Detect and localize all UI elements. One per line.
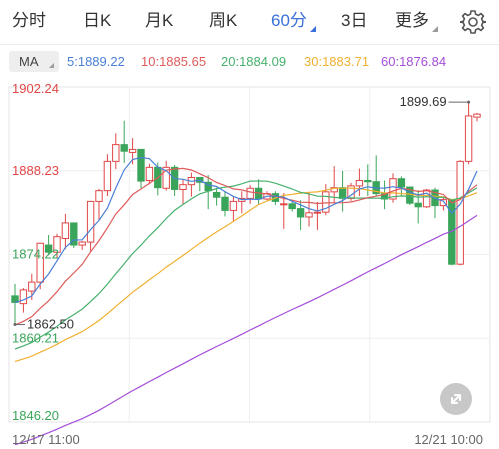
tab-label: 更多	[395, 11, 429, 30]
candle-body	[78, 241, 86, 246]
y-axis-label: 1888.23	[12, 163, 59, 178]
candle-body	[145, 166, 154, 181]
gear-icon[interactable]	[460, 9, 486, 35]
y-axis-label: 1860.21	[12, 330, 59, 345]
candle-body	[397, 178, 406, 188]
candle-body	[280, 203, 288, 206]
candle-body	[61, 222, 70, 239]
ma-indicator-row: MA 5:1889.22 10:1885.65 20:1884.09 30:18…	[0, 50, 499, 74]
candle-body	[389, 178, 397, 200]
tab-label: 周K	[209, 11, 238, 30]
candle-body	[128, 148, 137, 153]
expand-icon	[451, 394, 461, 404]
candle-body	[439, 199, 448, 207]
ma10-value: 10:1885.65	[141, 54, 207, 69]
ma60-value: 60:1876.84	[381, 54, 447, 69]
candle-body	[414, 202, 422, 208]
candle-body	[355, 179, 364, 187]
candle-body	[305, 212, 313, 218]
candle-body	[221, 196, 229, 211]
ma5-value: 5:1889.22	[67, 54, 125, 69]
price-annotation-label: 1899.69	[400, 94, 447, 109]
y-axis-label: 1902.24	[12, 81, 59, 96]
tab-intraday[interactable]: 分时	[12, 9, 46, 33]
tab-label: 60分	[271, 11, 307, 30]
tab-weekly-k[interactable]: 周K	[209, 9, 237, 33]
candle-body	[364, 179, 372, 183]
candle-body	[380, 193, 389, 200]
ma10-line	[14, 167, 478, 326]
candle-body	[19, 289, 28, 305]
candle-body	[246, 187, 254, 199]
tab-label: 分时	[12, 11, 46, 30]
dropdown-triangle-icon	[49, 63, 54, 68]
candlestick-chart[interactable]: 1902.24 1888.23 1874.22 1860.21 1846.20 1899.…	[0, 78, 499, 449]
y-axis-label: 1846.20	[12, 408, 59, 423]
candle-body	[162, 166, 170, 189]
tab-daily-k[interactable]: 日K	[83, 9, 111, 33]
candle-body	[53, 236, 61, 253]
tab-label: 3日	[341, 11, 368, 30]
x-axis-label: 12/17 11:00	[12, 432, 80, 447]
candle-body	[179, 184, 187, 190]
candle-body	[103, 160, 112, 192]
x-axis-label: 12/21 10:00	[414, 432, 483, 447]
candle-body	[95, 190, 103, 202]
candle-body	[70, 222, 78, 246]
ma20-value: 20:1884.09	[221, 54, 287, 69]
ma30-line	[14, 187, 478, 362]
candle-body	[204, 181, 212, 192]
candle-body	[212, 191, 221, 198]
candle-body	[288, 203, 296, 210]
candle-body	[112, 144, 120, 162]
price-annotation-label: 1862.50	[27, 317, 74, 332]
candle-body	[330, 187, 338, 193]
tab-60min[interactable]: 60分	[271, 9, 316, 33]
candle-body	[322, 191, 330, 213]
candle-body	[86, 200, 95, 243]
dropdown-triangle-icon	[432, 26, 438, 32]
tab-label: 月K	[145, 11, 174, 30]
y-axis-label: 1874.22	[12, 247, 59, 262]
candle-body	[120, 144, 128, 152]
candle-body	[456, 160, 464, 265]
ma5-line	[14, 156, 478, 303]
candle-body	[229, 200, 238, 211]
ma20-line	[14, 180, 478, 350]
expand-chart-button[interactable]	[440, 383, 472, 415]
dropdown-triangle-icon	[309, 26, 316, 32]
candle-body	[422, 189, 431, 208]
ma30-value: 30:1883.71	[304, 54, 370, 69]
candle-body	[137, 148, 145, 182]
candle-body	[313, 211, 322, 214]
max-price-marker: 1899.69	[400, 94, 471, 109]
candle-body	[44, 244, 53, 253]
tab-monthly-k[interactable]: 月K	[145, 9, 173, 33]
tab-3day[interactable]: 3日	[341, 9, 367, 33]
ma-selector-button[interactable]: MA	[9, 51, 59, 72]
min-price-marker: 1862.50	[13, 317, 74, 332]
candle-body	[338, 187, 347, 199]
candle-body	[464, 115, 473, 162]
candle-body	[296, 208, 305, 218]
ma-selector-label: MA	[19, 54, 39, 69]
period-tab-bar: 分时 日K 月K 周K 60分 3日 更多	[0, 0, 499, 45]
candle-body	[473, 113, 481, 118]
tab-more[interactable]: 更多	[395, 9, 438, 33]
candle-body	[28, 281, 36, 292]
tab-label: 日K	[83, 11, 112, 30]
candle-body	[11, 295, 19, 303]
candle-body	[36, 242, 44, 283]
ma60-line	[14, 214, 478, 446]
